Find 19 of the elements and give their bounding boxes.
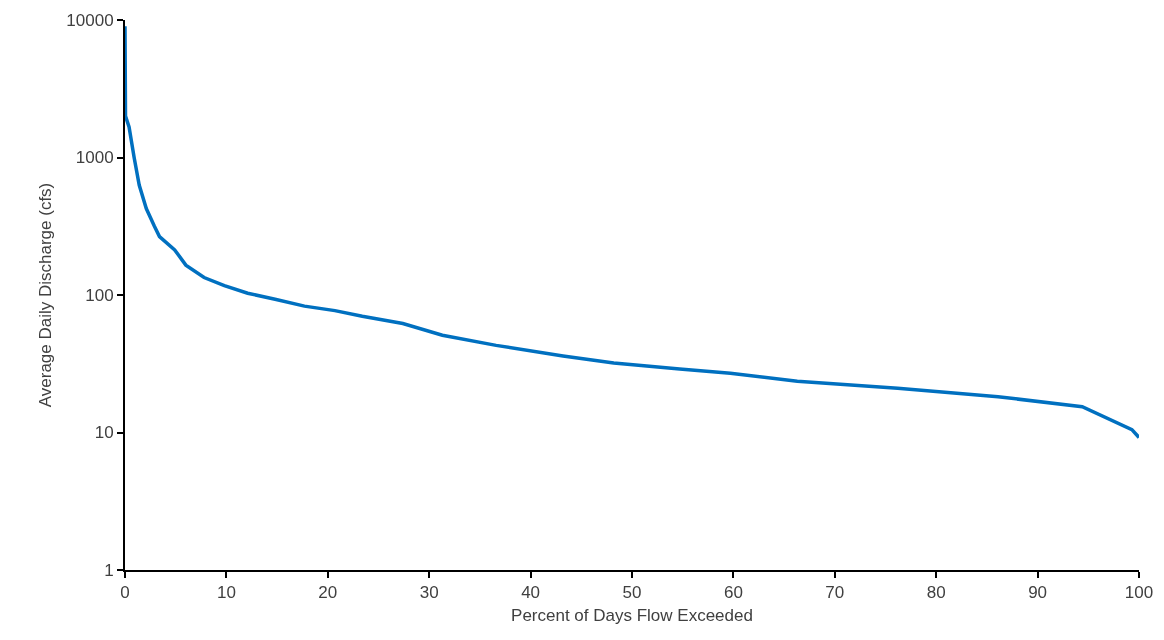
x-axis-title: Percent of Days Flow Exceeded (511, 606, 753, 626)
x-tick-label: 100 (1124, 583, 1154, 603)
y-tick-label: 10000 (66, 10, 114, 30)
x-tick-label: 70 (825, 583, 845, 603)
x-tick-label: 50 (622, 583, 642, 603)
x-tick-label: 40 (521, 583, 541, 603)
y-tick-label: 1 (104, 560, 114, 580)
x-tick-label: 10 (216, 583, 236, 603)
line-series (125, 24, 1139, 440)
x-tick-label: 30 (419, 583, 439, 603)
y-tick-label: 1000 (75, 148, 114, 168)
y-tick-label: 10 (94, 423, 114, 443)
y-axis-title: Average Daily Discharge (cfs) (36, 182, 56, 408)
x-tick-label: 0 (120, 583, 130, 603)
y-tick-label: 100 (85, 285, 114, 305)
x-tick-label: 90 (1028, 583, 1048, 603)
x-tick-label: 60 (723, 583, 743, 603)
x-tick-label: 80 (926, 583, 946, 603)
x-tick-label: 20 (318, 583, 338, 603)
